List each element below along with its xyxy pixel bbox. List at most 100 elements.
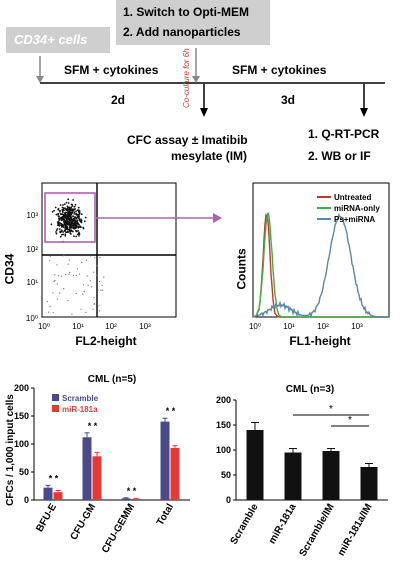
flow-dot [60,216,62,219]
flow-dot [51,211,54,213]
sfm-right-label: SFM + cytokines [232,63,327,77]
flow-dot [99,256,101,259]
bar [246,430,264,500]
significance-marker: * * [49,473,59,483]
cd34-label: CD34+ cells [14,32,88,47]
flow-dot [56,228,59,230]
flow-left-dots [46,198,105,315]
flow-left-ytick: 10¹ [26,278,38,287]
flow-dot [82,293,84,295]
flow-dot [57,221,60,223]
flow-dot [49,255,51,257]
significance-marker: * * [88,421,98,431]
flow-dot [92,308,94,310]
flow-dot [75,224,78,226]
flow-dot [72,199,74,201]
flow-dot [80,221,83,224]
flow-dot [61,215,64,218]
flow-dot [60,233,63,236]
flow-dot [63,209,65,212]
flow-dot [71,203,73,206]
flow-dot [73,211,76,214]
flow-dot [78,231,80,234]
flow-dot [76,219,79,222]
duration-right: 3d [281,93,296,107]
flow-dot [58,217,60,220]
flow-dot [75,274,77,276]
chart1-bars: * * BFU-E * * CFU-GM * * CFU-GEMM * * Total [34,406,180,555]
flow-dot [75,229,77,232]
flow-dot [55,213,58,216]
flow-dot [80,218,82,221]
chart2-bars: Scramble miR-181a Scramble/IM miR-181a/IM * * [229,404,378,559]
flow-left-frame [41,182,177,318]
flow-dot [80,213,83,216]
chart2-title: CML (n=3) [286,384,334,395]
flow-dot [100,289,102,291]
flow-dot [78,225,81,228]
flow-dot [53,280,55,282]
bar [322,451,340,500]
flow-right-plot: Untreated miRNA-only Ps+miRNA 10⁰ 10¹ 10… [249,182,390,348]
flow-dot [67,215,70,218]
bar [92,456,102,500]
nanoparticle-arrowhead [192,76,200,83]
duration-left: 2d [111,93,126,107]
flow-right-legend: Untreated miRNA-only Ps+miRNA [317,193,380,224]
flow-dot [87,284,89,286]
y-tick-label: 50 [221,470,231,480]
flow-dot [56,224,59,226]
flow-dot [70,218,72,221]
category-label: miR-181a [267,502,299,546]
flow-dot [59,210,61,213]
flow-left-plot: 10⁰ 10¹ 10² 10³ 10⁰ 10¹ 10² 10³ FL2-heig… [26,182,222,348]
flow-dot [48,311,50,313]
bar [160,421,170,500]
flow-dot [77,213,79,216]
flow-dot [62,233,65,236]
flow-dot [68,209,71,212]
flow-right-xtick: 10⁰ [249,322,261,331]
flow-dot [74,216,77,219]
flow-dot [68,259,70,261]
flow-dot [67,198,70,201]
flow-dot [54,280,56,282]
flow-dot [62,231,64,233]
flow-dot [75,226,77,229]
flow-dot [55,231,57,233]
category-label: Scramble/IM [298,502,337,559]
flow-dot [63,220,66,222]
flow-dot [59,230,62,233]
flow-dot [71,222,74,225]
flow-dot [67,202,70,204]
flow-dot [68,218,71,221]
legend-swatch-scramble [52,394,59,401]
flow-dot [94,257,96,259]
chart1-legend: Scramble miR-181a [52,394,99,414]
flow-dot [66,209,69,212]
category-label: CFU-GM [69,502,99,542]
flow-dot [77,226,80,229]
flow-dot [86,275,88,277]
flow-dot [77,206,80,209]
flow-dot [64,234,67,237]
flow-dot [69,208,72,211]
significance-marker: * [348,415,352,426]
flow-right-curves [252,212,389,319]
flow-dot [64,211,67,214]
flow-dot [65,217,67,219]
y-tick-label: 150 [216,420,231,430]
significance-marker: * * [127,486,137,496]
flow-dot [85,311,87,313]
flow-dot [60,222,62,225]
flow-dot [67,231,69,234]
flow-dot [98,305,100,307]
flow-dot [72,226,74,229]
flow-left-ytick: 10⁰ [26,314,38,323]
flow-dot [59,235,62,238]
cfc-line2: mesylate (IM) [171,149,248,163]
flow-dot [93,271,95,273]
flow-dot [63,254,65,256]
category-label: CFU-GEMM [100,502,137,555]
flow-dot [65,201,68,204]
